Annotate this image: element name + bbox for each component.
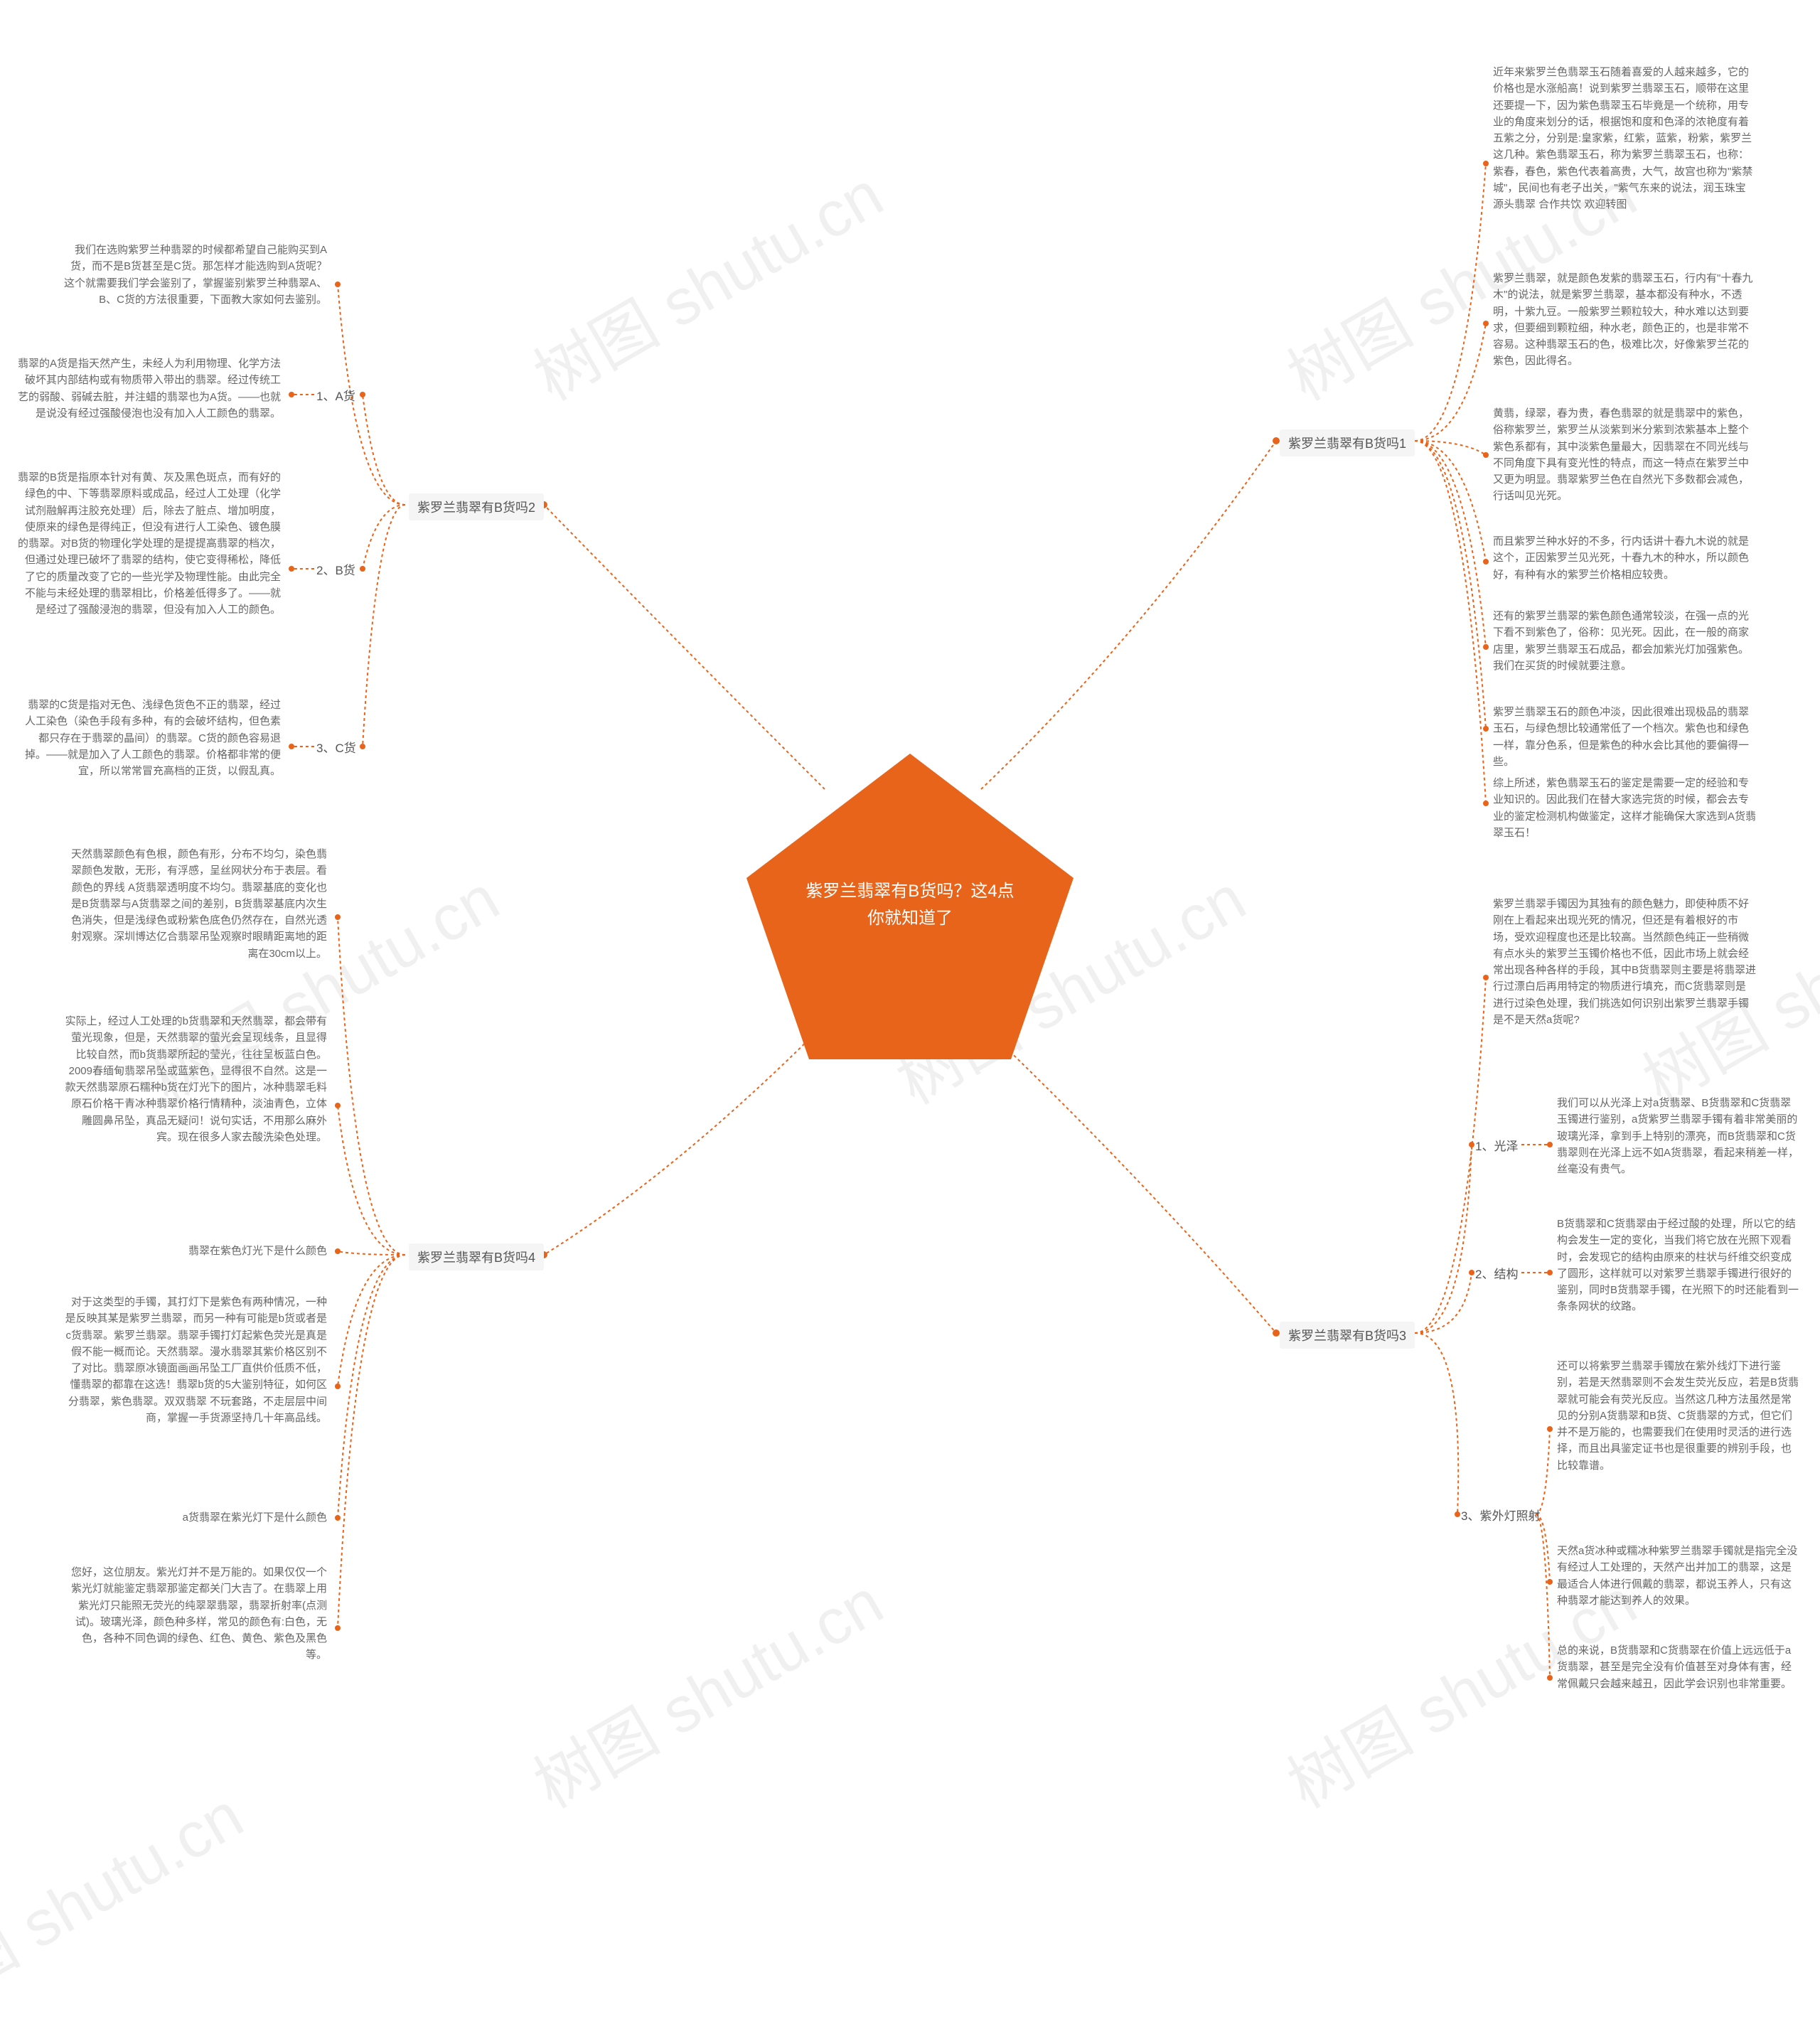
b4-leaf-3: 翡翠在紫色灯光下是什么颜色 bbox=[64, 1243, 327, 1259]
b2-sub-3-label[interactable]: 3、C货 bbox=[316, 738, 356, 756]
b3-intro: 紫罗兰翡翠手镯因为其独有的颜色魅力，即使种质不好刚在上看起来出现光死的情况，但还… bbox=[1493, 896, 1756, 1028]
b1-leaf-6: 紫罗兰翡翠玉石的颜色冲淡，因此很难出现极品的翡翠玉石，与绿色想比较通常低了一个档… bbox=[1493, 704, 1756, 770]
b1-leaf-7: 综上所述，紫色翡翠玉石的鉴定是需要一定的经验和专业知识的。因此我们在替大家选完货… bbox=[1493, 775, 1756, 841]
b1-leaf-4: 而且紫罗兰种水好的不多，行内话讲十春九木说的就是这个，正因紫罗兰见光死，十春九木… bbox=[1493, 533, 1756, 583]
watermark: 树图 shutu.cn bbox=[0, 1765, 257, 2038]
branch-4-label[interactable]: 紫罗兰翡翠有B货吗4 bbox=[409, 1243, 544, 1270]
b3-sub-2-text: B货翡翠和C货翡翠由于经过酸的处理，所以它的结构会发生一定的变化，当我们将它放在… bbox=[1557, 1216, 1799, 1315]
b4-leaf-6: 您好，这位朋友。紫光灯并不是万能的。如果仅仅一个紫光灯就能鉴定翡翠那鉴定都关门大… bbox=[64, 1564, 327, 1664]
watermark: 树图 shutu.cn bbox=[515, 1551, 896, 1825]
b2-sub-2-text: 翡翠的B货是指原本针对有黄、灰及黑色斑点，而有好的绿色的中、下等翡翠原料或成品，… bbox=[18, 469, 281, 618]
b4-leaf-2: 实际上，经过人工处理的b货翡翠和天然翡翠，都会带有萤光现象，但是，天然翡翠的萤光… bbox=[64, 1013, 327, 1145]
b3-sub-1-label[interactable]: 1、光泽 bbox=[1475, 1136, 1518, 1154]
b4-leaf-1: 天然翡翠颜色有色根，颜色有形，分布不均匀，染色翡翠颜色发散，无形，有浮感，呈丝网… bbox=[64, 846, 327, 962]
b2-sub-3-text: 翡翠的C货是指对无色、浅绿色货色不正的翡翠，经过人工染色（染色手段有多种，有的会… bbox=[18, 697, 281, 779]
b1-leaf-2: 紫罗兰翡翠，就是颜色发紫的翡翠玉石，行内有"十春九木"的说法，就是紫罗兰翡翠，基… bbox=[1493, 270, 1756, 370]
b2-sub-2-label[interactable]: 2、B货 bbox=[316, 560, 355, 578]
b2-intro: 我们在选购紫罗兰种翡翠的时候都希望自己能购买到A货，而不是B货甚至是C货。那怎样… bbox=[64, 242, 327, 308]
watermark: 树图 shutu.cn bbox=[515, 144, 896, 417]
b3-sub-2-label[interactable]: 2、结构 bbox=[1475, 1264, 1518, 1282]
b1-leaf-3: 黄翡，绿翠，春为贵，春色翡翠的就是翡翠中的紫色，俗称紫罗兰，紫罗兰从淡紫到米分紫… bbox=[1493, 405, 1756, 505]
b4-leaf-4: 对于这类型的手镯，其打灯下是紫色有两种情况，一种是反映其某是紫罗兰翡翠，而另一种… bbox=[64, 1294, 327, 1426]
b2-sub-1-label[interactable]: 1、A货 bbox=[316, 386, 355, 404]
b4-leaf-5: a货翡翠在紫光灯下是什么颜色 bbox=[64, 1509, 327, 1526]
b3-sub-3-text3: 总的来说，B货翡翠和C货翡翠在价值上远远低于a货翡翠，甚至是完全没有价值甚至对身… bbox=[1557, 1642, 1799, 1692]
b3-sub-3-text2: 天然a货冰种或糯冰种紫罗兰翡翠手镯就是指完全没有经过人工处理的，天然产出并加工的… bbox=[1557, 1543, 1799, 1609]
b3-sub-3-text: 还可以将紫罗兰翡翠手镯放在紫外线灯下进行鉴别，若是天然翡翠则不会发生荧光反应，若… bbox=[1557, 1358, 1799, 1474]
b2-sub-1-text: 翡翠的A货是指天然产生，未经人为利用物理、化学方法破坏其内部结构或有物质带入带出… bbox=[18, 355, 281, 422]
branch-1-label[interactable]: 紫罗兰翡翠有B货吗1 bbox=[1280, 429, 1415, 456]
branch-3-label[interactable]: 紫罗兰翡翠有B货吗3 bbox=[1280, 1322, 1415, 1349]
branch-2-label[interactable]: 紫罗兰翡翠有B货吗2 bbox=[409, 493, 544, 520]
b3-sub-1-text: 我们可以从光泽上对a货翡翠、B货翡翠和C货翡翠玉镯进行鉴别，a货紫罗兰翡翠手镯有… bbox=[1557, 1095, 1799, 1177]
b3-sub-3-label[interactable]: 3、紫外灯照射 bbox=[1461, 1506, 1540, 1524]
b1-leaf-1: 近年来紫罗兰色翡翠玉石随着喜爱的人越来越多，它的价格也是水涨船高！说到紫罗兰翡翠… bbox=[1493, 64, 1756, 213]
b1-leaf-5: 还有的紫罗兰翡翠的紫色颜色通常较淡，在强一点的光下看不到紫色了，俗称：见光死。因… bbox=[1493, 608, 1756, 674]
center-title: 紫罗兰翡翠有B货吗？这4点你就知道了 bbox=[803, 878, 1017, 933]
